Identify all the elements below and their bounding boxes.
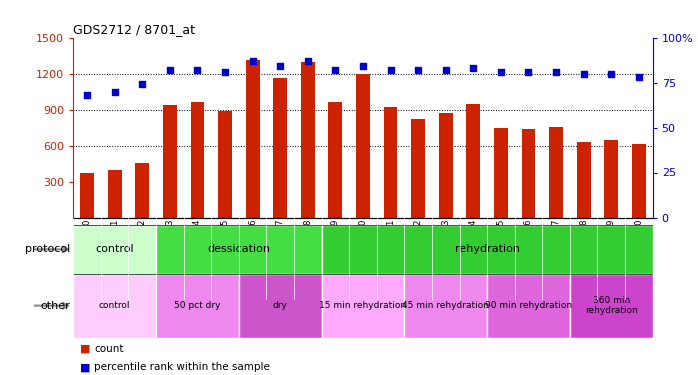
Bar xyxy=(494,128,507,218)
Bar xyxy=(570,274,653,338)
Text: ■: ■ xyxy=(80,363,91,372)
Bar xyxy=(487,274,570,338)
Bar xyxy=(301,62,315,217)
Bar xyxy=(521,129,535,217)
Text: dessication: dessication xyxy=(207,244,270,254)
Point xyxy=(551,69,562,75)
Point xyxy=(274,63,285,69)
Bar xyxy=(80,173,94,217)
Bar xyxy=(549,127,563,218)
Bar xyxy=(191,102,205,218)
Text: control: control xyxy=(96,244,134,254)
Point xyxy=(523,69,534,75)
Bar xyxy=(156,274,239,338)
Point xyxy=(606,70,617,76)
Text: percentile rank within the sample: percentile rank within the sample xyxy=(94,363,270,372)
Bar xyxy=(439,112,452,218)
Bar xyxy=(274,78,287,218)
Text: 15 min rehydration: 15 min rehydration xyxy=(320,301,406,310)
Point xyxy=(413,67,424,73)
Point xyxy=(247,58,258,64)
Text: 50 pct dry: 50 pct dry xyxy=(174,301,221,310)
Text: 45 min rehydration: 45 min rehydration xyxy=(402,301,489,310)
Text: control: control xyxy=(99,301,131,310)
Bar xyxy=(246,60,260,217)
Point xyxy=(468,65,479,71)
Bar xyxy=(466,104,480,218)
Bar xyxy=(329,102,342,218)
Point xyxy=(219,69,230,75)
Bar xyxy=(163,105,177,218)
Bar xyxy=(135,163,149,218)
Point xyxy=(109,88,120,94)
Text: count: count xyxy=(94,344,124,354)
Text: GDS2712 / 8701_at: GDS2712 / 8701_at xyxy=(73,23,195,36)
Point xyxy=(578,70,589,76)
Point xyxy=(385,67,396,73)
Text: 360 min
rehydration: 360 min rehydration xyxy=(585,296,638,315)
Text: dry: dry xyxy=(273,301,288,310)
Bar xyxy=(411,119,425,218)
Point xyxy=(192,67,203,73)
Bar xyxy=(577,142,591,218)
Bar xyxy=(632,144,646,218)
Bar xyxy=(107,170,121,217)
Bar xyxy=(322,225,653,274)
Point xyxy=(440,67,452,73)
Bar xyxy=(73,225,156,274)
Point xyxy=(82,92,93,98)
Point xyxy=(164,67,175,73)
Bar xyxy=(239,274,322,338)
Bar xyxy=(404,274,487,338)
Bar xyxy=(604,140,618,218)
Text: rehydration: rehydration xyxy=(454,244,519,254)
Bar xyxy=(73,274,156,338)
Point xyxy=(633,74,644,80)
Point xyxy=(496,69,507,75)
Point xyxy=(137,81,148,87)
Bar xyxy=(356,74,370,217)
Text: ■: ■ xyxy=(80,344,91,354)
Point xyxy=(302,58,313,64)
Point xyxy=(329,67,341,73)
Text: other: other xyxy=(40,301,70,310)
Bar xyxy=(322,274,404,338)
Bar xyxy=(156,225,322,274)
Text: protocol: protocol xyxy=(24,244,70,254)
Bar xyxy=(384,106,397,218)
Bar xyxy=(218,111,232,218)
Text: 90 min rehydration: 90 min rehydration xyxy=(485,301,572,310)
Point xyxy=(357,63,369,69)
